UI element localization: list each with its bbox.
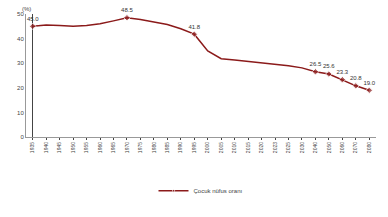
svg-text:19.0: 19.0 [363, 80, 375, 86]
svg-text:1950: 1950 [70, 142, 76, 153]
svg-text:48.5: 48.5 [121, 7, 133, 13]
svg-text:40: 40 [17, 36, 24, 42]
svg-text:23.3: 23.3 [337, 69, 349, 75]
svg-text:45.0: 45.0 [27, 16, 39, 22]
svg-text:1970: 1970 [124, 142, 130, 153]
svg-text:30: 30 [17, 60, 24, 66]
svg-text:25.6: 25.6 [323, 63, 335, 69]
svg-text:20: 20 [17, 85, 24, 91]
svg-text:1965: 1965 [110, 142, 116, 153]
svg-text:1945: 1945 [56, 142, 62, 153]
svg-text:1990: 1990 [177, 142, 183, 153]
svg-text:2000: 2000 [204, 142, 210, 153]
svg-text:2080: 2080 [366, 142, 372, 153]
svg-text:2015: 2015 [245, 142, 251, 153]
svg-text:26.5: 26.5 [310, 61, 322, 67]
svg-text:1960: 1960 [97, 142, 103, 153]
svg-text:2023: 2023 [272, 142, 278, 153]
svg-text:1940: 1940 [43, 142, 49, 153]
svg-text:20.8: 20.8 [350, 75, 362, 81]
svg-text:(%): (%) [22, 6, 31, 12]
svg-text:10: 10 [17, 110, 24, 116]
svg-text:1980: 1980 [151, 142, 157, 153]
svg-text:1975: 1975 [137, 142, 143, 153]
svg-text:50: 50 [17, 11, 24, 17]
svg-text:1935: 1935 [29, 142, 35, 153]
svg-text:1985: 1985 [164, 142, 170, 153]
svg-text:2010: 2010 [231, 142, 237, 153]
svg-text:2050: 2050 [326, 142, 332, 153]
svg-text:Çocuk nüfus oranı: Çocuk nüfus oranı [194, 188, 243, 194]
svg-text:2070: 2070 [352, 142, 358, 153]
svg-text:2025: 2025 [285, 142, 291, 153]
svg-text:2040: 2040 [312, 142, 318, 153]
svg-text:2060: 2060 [339, 142, 345, 153]
svg-text:2005: 2005 [218, 142, 224, 153]
svg-text:2020: 2020 [258, 142, 264, 153]
svg-text:41.8: 41.8 [188, 24, 200, 30]
svg-text:2030: 2030 [299, 142, 305, 153]
svg-text:1995: 1995 [191, 142, 197, 153]
svg-text:0: 0 [20, 134, 24, 140]
svg-text:1955: 1955 [83, 142, 89, 153]
